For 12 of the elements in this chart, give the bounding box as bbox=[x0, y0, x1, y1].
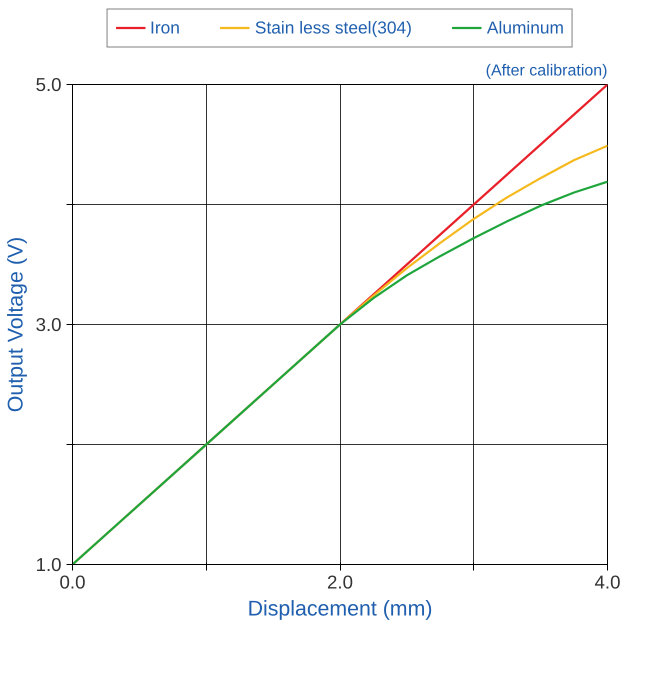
x-tick-label: 4.0 bbox=[594, 572, 620, 592]
y-axis-title: Output Voltage (V) bbox=[4, 236, 28, 412]
legend-label: Aluminum bbox=[486, 17, 564, 38]
y-tick-label: 3.0 bbox=[36, 314, 62, 335]
legend-label: Stain less steel(304) bbox=[254, 17, 412, 38]
x-tick-label: 2.0 bbox=[327, 572, 353, 592]
x-axis-title: Displacement (mm) bbox=[248, 596, 432, 620]
text: (After calibration) bbox=[486, 62, 608, 80]
y-tick-label: 1.0 bbox=[36, 554, 62, 575]
y-tick-label: 5.0 bbox=[36, 74, 62, 95]
legend-label: Iron bbox=[150, 17, 180, 38]
x-tick-label: 0.0 bbox=[60, 572, 86, 592]
